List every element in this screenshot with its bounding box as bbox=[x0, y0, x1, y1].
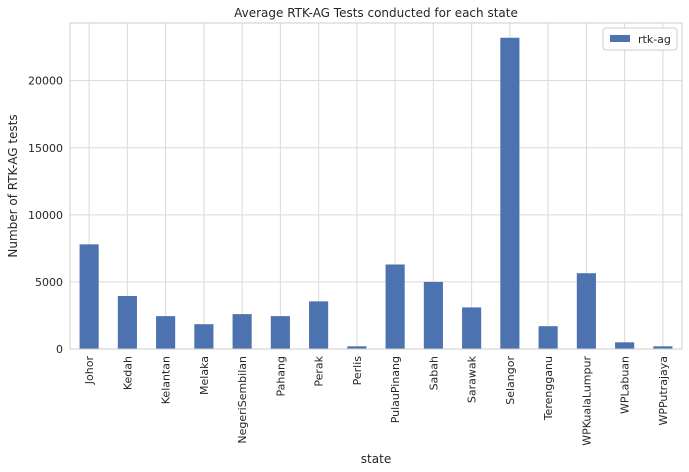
bar bbox=[117, 296, 137, 349]
bar bbox=[194, 324, 214, 349]
bar bbox=[423, 281, 443, 349]
y-tick-labels: 0 5000 10000 15000 20000 bbox=[28, 75, 63, 356]
x-tick-label: Terengganu bbox=[542, 356, 555, 421]
bar bbox=[347, 346, 367, 349]
bar bbox=[576, 273, 596, 349]
x-tick-label: Pahang bbox=[274, 356, 287, 397]
x-tick-label: PulauPinang bbox=[389, 356, 402, 423]
x-tick-label: Perlis bbox=[351, 356, 364, 386]
legend-box bbox=[602, 27, 678, 51]
y-tick-label: 5000 bbox=[35, 276, 63, 289]
bar bbox=[653, 346, 673, 349]
x-tick-labels: Johor Kedah Kelantan Melaka NegeriSembilan Pa… bbox=[83, 355, 670, 445]
chart-title: Average RTK-AG Tests conducted for each … bbox=[234, 6, 518, 20]
x-tick-label: NegeriSembilan bbox=[236, 356, 249, 444]
bar bbox=[538, 326, 558, 349]
bar bbox=[309, 301, 329, 349]
x-tick-label: Selangor bbox=[504, 356, 517, 405]
x-tick-label: Melaka bbox=[198, 356, 211, 395]
bar bbox=[462, 307, 482, 349]
x-tick-label: WPKualaLumpur bbox=[580, 356, 593, 446]
x-tick-label: Johor bbox=[83, 356, 96, 386]
y-tick-label: 10000 bbox=[28, 209, 63, 222]
bar bbox=[232, 314, 252, 349]
bar bbox=[615, 342, 635, 349]
bar bbox=[385, 264, 405, 349]
x-tick-label: Sarawak bbox=[466, 355, 479, 403]
x-tick-label: WPPutrajaya bbox=[657, 356, 670, 426]
x-tick-label: Perak bbox=[313, 355, 326, 386]
bar bbox=[156, 316, 176, 349]
x-tick-label: Kelantan bbox=[160, 356, 173, 404]
y-tick-label: 15000 bbox=[28, 142, 63, 155]
y-tick-label: 0 bbox=[56, 343, 63, 356]
x-tick-label: WPLabuan bbox=[619, 356, 632, 414]
bar bbox=[270, 316, 290, 349]
bars bbox=[79, 37, 673, 349]
x-axis-title: state bbox=[361, 452, 391, 466]
plot-frame bbox=[69, 22, 683, 350]
y-axis-title: Number of RTK-AG tests bbox=[6, 114, 20, 257]
legend-swatch bbox=[610, 35, 630, 42]
bar bbox=[500, 37, 520, 349]
x-tick-label: Sabah bbox=[427, 356, 440, 390]
legend: rtk-ag bbox=[602, 27, 678, 51]
legend-label: rtk-ag bbox=[638, 33, 671, 46]
y-tick-label: 20000 bbox=[28, 75, 63, 88]
bar bbox=[79, 244, 99, 349]
x-tick-label: Kedah bbox=[121, 356, 134, 390]
